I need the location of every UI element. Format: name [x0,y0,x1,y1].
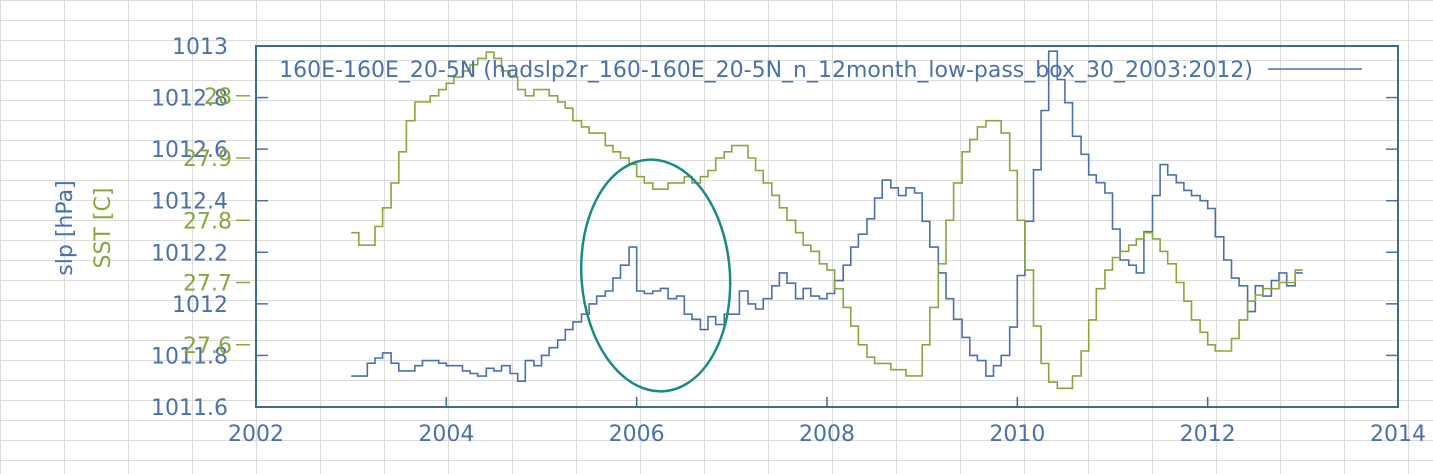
annotation-layer [579,158,732,393]
sst-axis: 27.6 27.7 27.8 27.9 28 [183,85,250,359]
sst-tick-label: 28 [204,85,232,110]
x-tick-label: 2004 [418,422,474,447]
sst-tick-label: 27.7 [183,272,232,297]
legend: 160E-160E_20-5N (hadslp2r_160-160E_20-5N… [279,58,1362,83]
sst-tick-label: 27.6 [183,334,232,359]
slp-tick-label: 1012.8 [151,87,228,112]
slp-tick-label: 1012 [172,293,228,318]
slp-tick-label: 1013 [172,35,228,60]
x-tick-label: 2008 [799,422,855,447]
slp-axis-title: slp [hPa] [53,180,78,275]
hand-drawn-circle [579,158,732,393]
slp-tick-label: 1012.4 [151,190,228,215]
sst-tick-label: 27.8 [183,209,232,234]
slp-axis: 1011.6 1011.8 1012 1012.2 1012.4 1012.6 1012.8… [151,35,1398,421]
legend-label: 160E-160E_20-5N (hadslp2r_160-160E_20-5N… [279,58,1253,83]
x-tick-label: 2012 [1180,422,1236,447]
plot-frame [255,45,1399,408]
slp-tick-label: 1012.2 [151,241,228,266]
sst-series-line [351,51,1303,390]
series-layer [351,50,1303,390]
slp-series-line [351,50,1303,382]
sst-tick-label: 27.9 [183,147,232,172]
x-tick-label: 2006 [609,422,665,447]
sst-axis-title: SST [C] [91,188,116,269]
x-tick-label: 2010 [989,422,1045,447]
slp-tick-label: 1011.6 [151,396,228,421]
x-tick-label: 2014 [1370,422,1426,447]
x-axis: 2002 2004 2006 2008 2010 2012 2014 [228,397,1426,447]
slp-tick-label: 1012.6 [151,138,228,163]
x-tick-label: 2002 [228,422,284,447]
slp-tick-label: 1011.8 [151,344,228,369]
